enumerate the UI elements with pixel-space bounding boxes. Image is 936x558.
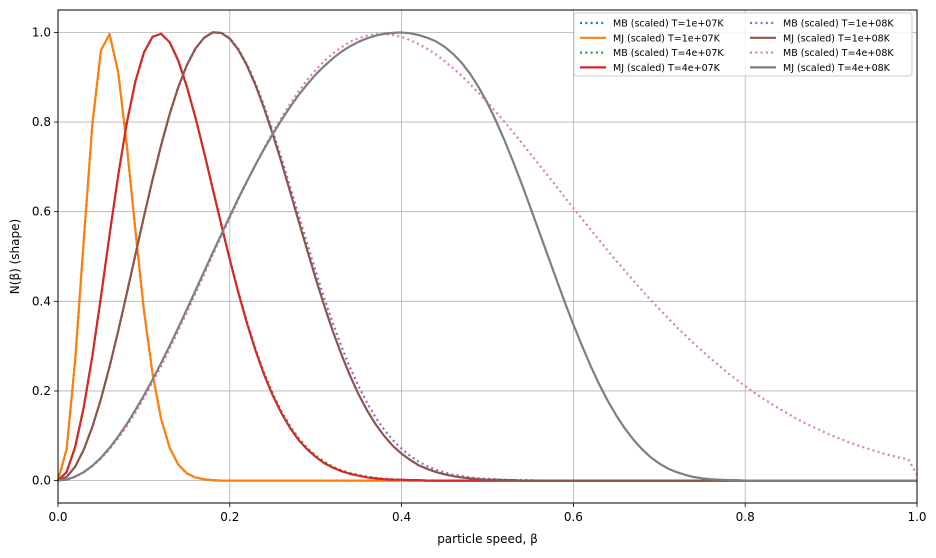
legend-label: MB (scaled) T=1e+07K	[613, 19, 724, 30]
legend: MB (scaled) T=1e+07K MJ (scaled) T=1e+07K…	[573, 12, 913, 77]
y-tick-label: 1.0	[32, 25, 51, 39]
legend-label: MJ (scaled) T=1e+08K	[783, 33, 891, 44]
x-axis-label: particle speed, β	[437, 532, 538, 546]
x-tick-label: 1.0	[907, 510, 926, 524]
legend-label: MJ (scaled) T=4e+07K	[613, 63, 721, 74]
y-tick-label: 0.0	[32, 474, 51, 488]
series-line-mj-scaled-t-4e-08k	[57, 31, 917, 482]
x-tick-label: 0.0	[48, 510, 67, 524]
legend-label: MB (scaled) T=4e+07K	[613, 48, 724, 59]
y-tick-label: 0.6	[32, 205, 51, 219]
legend-label: MB (scaled) T=4e+08K	[783, 48, 894, 59]
y-ticks: 0.0 0.2 0.4 0.6 0.8 1.0	[32, 25, 58, 488]
x-tick-label: 0.6	[564, 510, 583, 524]
legend-label: MJ (scaled) T=1e+07K	[613, 33, 721, 44]
legend-label: MJ (scaled) T=4e+08K	[783, 63, 891, 74]
y-tick-label: 0.2	[32, 384, 51, 398]
x-ticks: 0.0 0.2 0.4 0.6 0.8 1.0	[48, 503, 927, 524]
legend-box	[573, 12, 913, 77]
y-tick-label: 0.4	[32, 294, 51, 308]
y-tick-label: 0.8	[32, 115, 51, 129]
x-tick-label: 0.4	[392, 510, 411, 524]
y-axis-label: N(β) (shape)	[8, 219, 22, 294]
legend-label: MB (scaled) T=1e+08K	[783, 19, 894, 30]
series-layer	[56, 31, 918, 482]
x-tick-label: 0.8	[736, 510, 755, 524]
plot-frame	[57, 9, 918, 504]
x-tick-label: 0.2	[220, 510, 239, 524]
